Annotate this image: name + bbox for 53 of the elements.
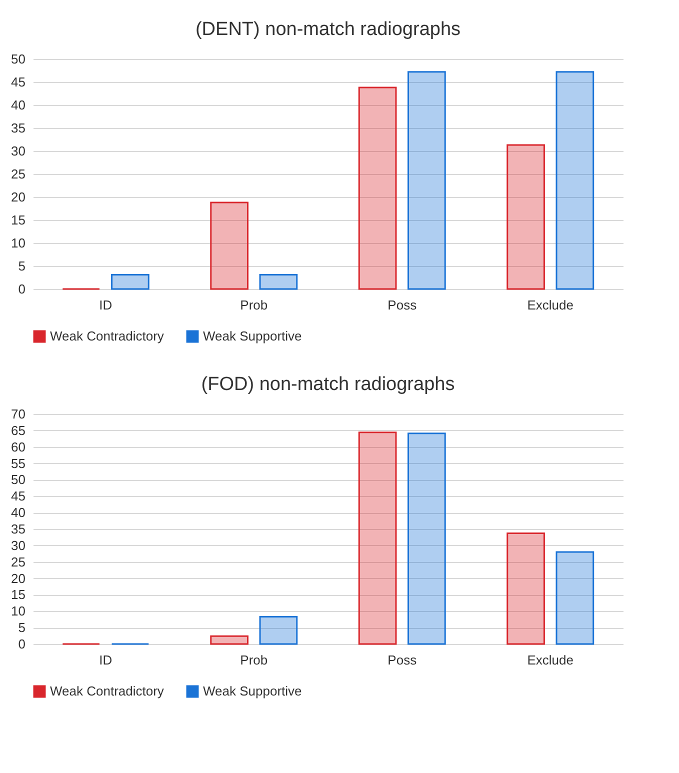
y-tick-label: 5 <box>18 258 26 274</box>
bar <box>408 432 446 645</box>
x-tick-label: ID <box>99 298 112 312</box>
bar <box>506 144 545 290</box>
y-tick-label: 55 <box>11 456 26 471</box>
x-tick-label: Poss <box>388 298 418 312</box>
y-tick-label: 15 <box>11 587 26 602</box>
y-tick-label: 65 <box>11 422 26 438</box>
y-tick-label: 35 <box>11 522 26 536</box>
y-tick-label: 10 <box>11 236 26 250</box>
y-tick-label: 20 <box>11 570 26 586</box>
x-tick-label: Poss <box>388 652 418 668</box>
y-tick-label: 45 <box>11 488 26 504</box>
legend-label: Weak Contradictory <box>50 684 164 699</box>
bar <box>259 616 298 645</box>
legend-label: Weak Supportive <box>203 684 302 699</box>
bar <box>556 71 594 290</box>
y-tick-label: 25 <box>11 554 26 570</box>
bar <box>259 274 298 290</box>
y-tick-label: 45 <box>11 74 26 90</box>
x-tick-label: Prob <box>240 298 268 312</box>
y-tick-label: 30 <box>11 538 26 553</box>
y-tick-label: 10 <box>11 604 26 619</box>
chart-title: (DENT) non-match radiographs <box>195 19 461 40</box>
y-tick-label: 60 <box>11 439 26 454</box>
x-tick-label: Exclude <box>527 652 574 668</box>
legend-label: Weak Contradictory <box>50 328 164 344</box>
bar <box>210 635 248 645</box>
y-tick-label: 35 <box>11 120 26 136</box>
y-tick-label: 15 <box>11 212 26 228</box>
y-tick-label: 40 <box>11 98 26 112</box>
y-tick-label: 30 <box>11 144 26 158</box>
y-tick-label: 70 <box>11 406 26 422</box>
y-tick-label: 25 <box>11 166 26 182</box>
y-tick-label: 0 <box>18 282 26 296</box>
y-tick-label: 40 <box>11 505 26 520</box>
x-tick-label: Prob <box>240 652 268 668</box>
bar <box>358 432 397 645</box>
y-tick-label: 20 <box>11 190 26 204</box>
x-tick-label: Exclude <box>527 298 574 312</box>
bar <box>210 202 248 290</box>
bar <box>506 532 545 645</box>
y-tick-label: 5 <box>18 620 26 636</box>
bar <box>556 551 594 645</box>
bar <box>358 86 397 290</box>
bar <box>408 71 446 290</box>
chart-title: (FOD) non-match radiographs <box>201 374 455 395</box>
y-tick-label: 0 <box>18 636 26 652</box>
bar <box>111 274 150 290</box>
y-tick-label: 50 <box>11 472 26 488</box>
x-tick-label: ID <box>99 652 112 668</box>
legend-label: Weak Supportive <box>203 328 302 344</box>
y-tick-label: 50 <box>11 52 26 66</box>
